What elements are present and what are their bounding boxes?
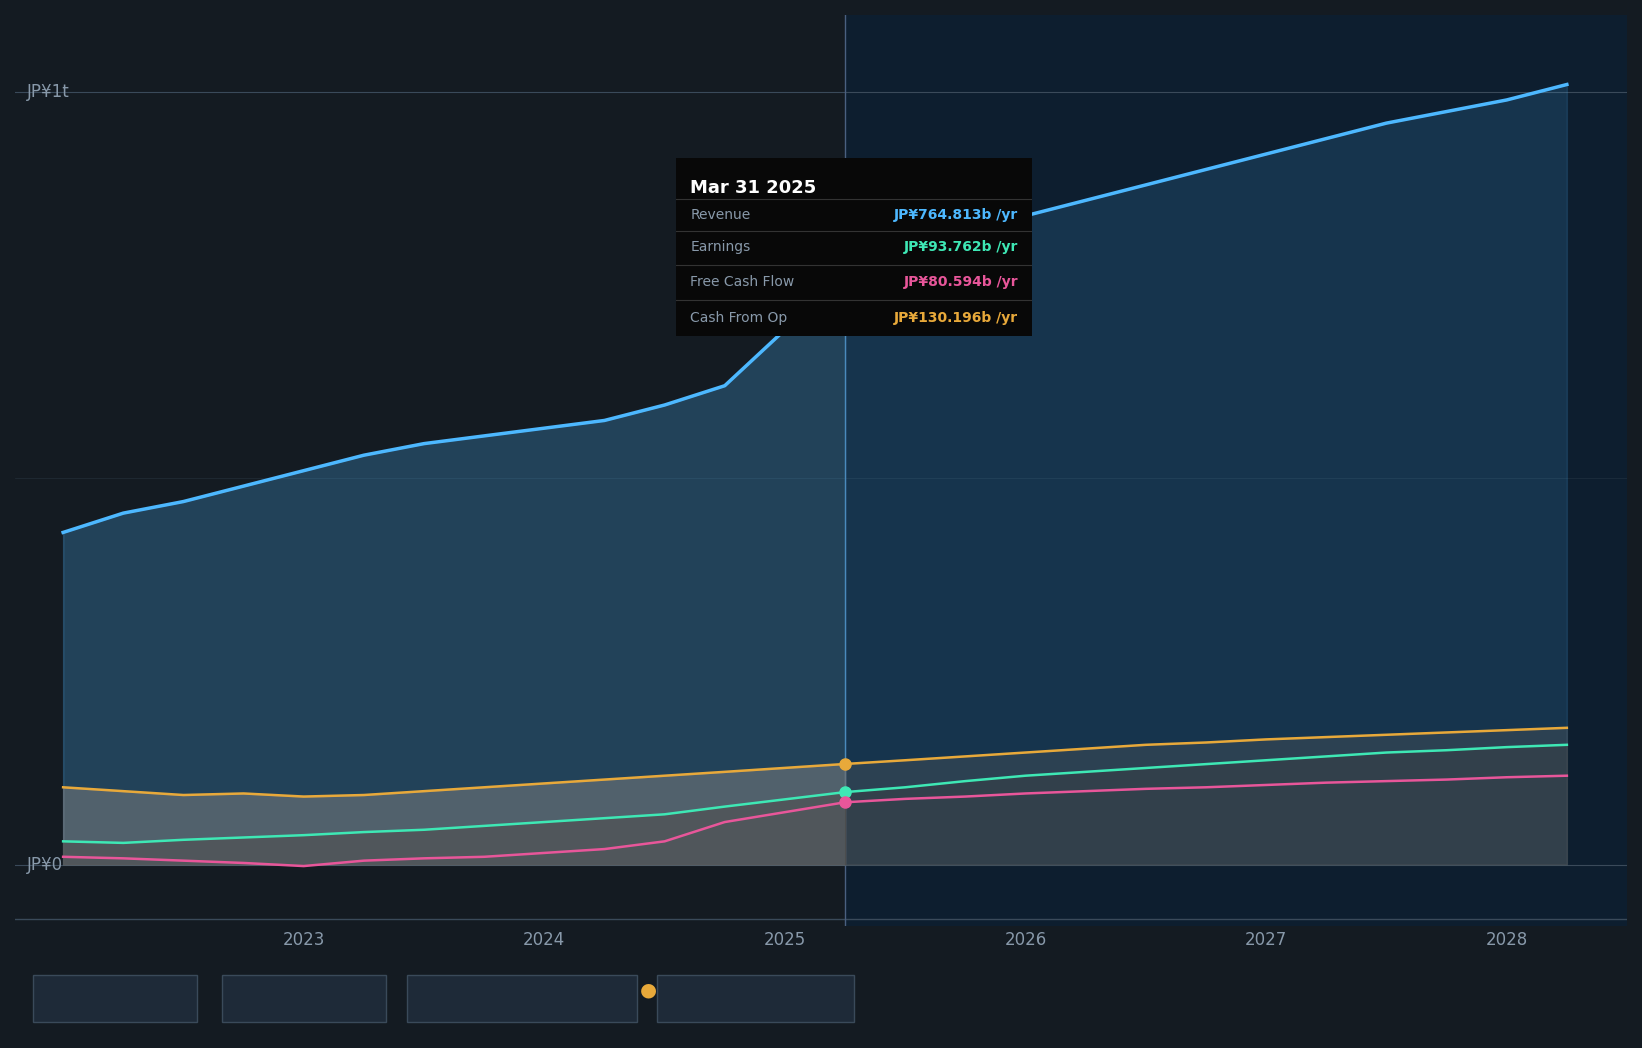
Text: ●: ● [246, 981, 263, 1000]
Text: JP¥1t: JP¥1t [26, 83, 69, 102]
Text: ●: ● [443, 981, 460, 1000]
Text: ● Cash From Op: ● Cash From Op [690, 983, 814, 998]
Text: Free Cash Flow: Free Cash Flow [690, 276, 795, 289]
Text: Cash From Op: Cash From Op [690, 311, 788, 325]
Text: Mar 31 2025: Mar 31 2025 [690, 179, 816, 197]
Text: Revenue: Revenue [690, 208, 750, 222]
Text: JP¥93.762b /yr: JP¥93.762b /yr [903, 240, 1018, 254]
Text: Earnings: Earnings [271, 983, 337, 998]
Text: JP¥80.594b /yr: JP¥80.594b /yr [903, 276, 1018, 289]
Text: Analysts Forecasts: Analysts Forecasts [857, 236, 1011, 254]
Text: JP¥0: JP¥0 [26, 855, 62, 874]
Text: ●: ● [640, 981, 657, 1000]
Text: ●: ● [66, 981, 82, 1000]
Bar [846, 15, 1627, 926]
Text: ●: ● [443, 981, 460, 1000]
Text: ● Earnings: ● Earnings [255, 983, 338, 998]
Text: ●: ● [49, 981, 66, 1000]
Text: Cash From Op: Cash From Op [665, 983, 772, 998]
Text: ●: ● [255, 981, 271, 1000]
Text: Past: Past [798, 236, 832, 254]
Text: JP¥764.813b /yr: JP¥764.813b /yr [893, 208, 1018, 222]
Text: JP¥130.196b /yr: JP¥130.196b /yr [893, 311, 1018, 325]
Text: ● Revenue: ● Revenue [66, 983, 151, 998]
Text: ●: ● [690, 981, 706, 1000]
Text: Earnings: Earnings [690, 240, 750, 254]
Text: Revenue: Revenue [74, 983, 141, 998]
Text: ● Free Cash Flow: ● Free Cash Flow [443, 983, 576, 998]
Text: Free Cash Flow: Free Cash Flow [468, 983, 583, 998]
